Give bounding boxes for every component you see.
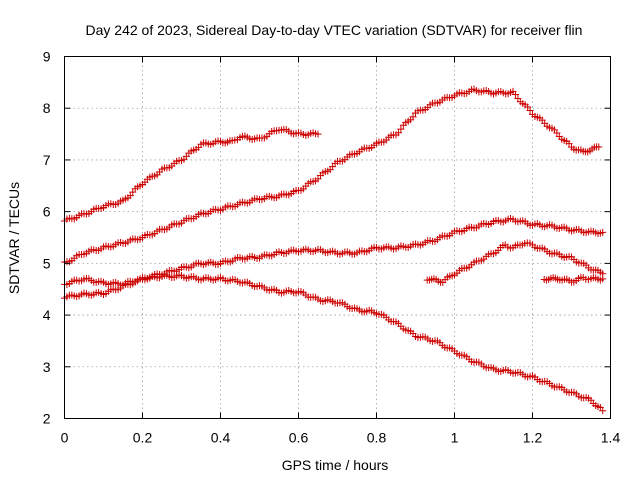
data-markers <box>61 85 607 415</box>
data-point <box>524 103 532 111</box>
axes: 0 0.2 0.4 0.6 0.8 1 1.2 1.4 2 3 4 5 6 7 8 9 <box>43 49 621 446</box>
y-tick-label: 3 <box>43 359 51 375</box>
data-point <box>599 407 607 415</box>
chart-title: Day 242 of 2023, Sidereal Day-to-day VTE… <box>86 22 583 38</box>
data-point <box>511 90 519 98</box>
x-axis-label: GPS time / hours <box>282 457 389 473</box>
y-axis-label: SDTVAR / TECUs <box>6 182 22 294</box>
satellite-track-5 <box>423 239 607 286</box>
x-tick-label: 0.6 <box>289 430 309 446</box>
x-tick-label: 1 <box>451 430 459 446</box>
satellite-track-2 <box>61 85 603 266</box>
data-point <box>599 275 607 283</box>
grid-lines <box>64 56 611 419</box>
satellite-track-6 <box>540 273 607 286</box>
satellite-track-1 <box>61 125 322 225</box>
data-point <box>409 113 417 121</box>
data-point <box>394 129 402 137</box>
data-point <box>599 228 607 236</box>
y-tick-label: 8 <box>43 100 51 116</box>
x-tick-label: 1.4 <box>601 430 621 446</box>
x-tick-label: 0.2 <box>133 430 153 446</box>
x-tick-label: 0 <box>61 430 69 446</box>
y-tick-label: 7 <box>43 152 51 168</box>
data-point <box>526 107 534 115</box>
y-tick-label: 9 <box>43 49 51 65</box>
x-tick-label: 1.2 <box>523 430 543 446</box>
y-tick-label: 2 <box>43 411 51 427</box>
data-point <box>397 125 405 133</box>
satellite-track-4 <box>61 271 607 415</box>
plot-frame <box>64 56 611 419</box>
y-tick-label: 4 <box>43 307 51 323</box>
data-point <box>595 143 603 151</box>
y-tick-label: 6 <box>43 204 51 220</box>
data-point <box>553 129 561 137</box>
x-tick-label: 0.8 <box>367 430 387 446</box>
x-tick-label: 0.4 <box>211 430 231 446</box>
data-point <box>314 130 322 138</box>
y-tick-label: 5 <box>43 255 51 271</box>
